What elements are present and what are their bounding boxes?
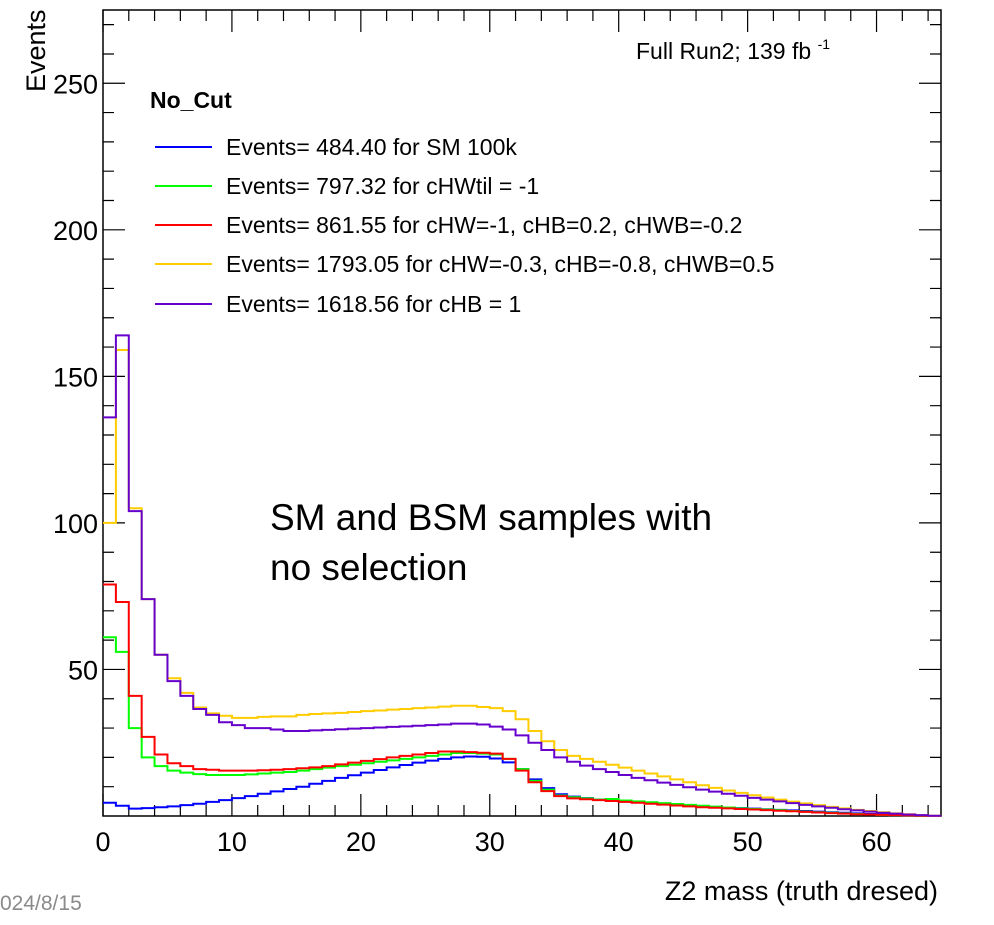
y-tick-label: 50 — [68, 655, 98, 685]
x-tick-label: 0 — [95, 827, 110, 857]
series-line-3 — [103, 583, 941, 817]
y-tick-label: 250 — [53, 69, 98, 99]
run-label: Full Run2; 139 fb -1 — [636, 36, 830, 64]
axis-ticks — [102, 10, 941, 816]
x-tick-label: 50 — [733, 827, 763, 857]
legend: Events= 484.40 for SM 100k Events= 797.32… — [155, 134, 774, 317]
series-line-2 — [103, 636, 941, 817]
legend-title: No_Cut — [150, 87, 232, 113]
annotation-line-2: no selection — [270, 547, 467, 588]
x-axis-title: Z2 mass (truth dresed) — [665, 876, 938, 906]
x-tick-label: 30 — [475, 827, 505, 857]
series-line-4 — [103, 348, 941, 817]
x-tick-label: 40 — [604, 827, 634, 857]
legend-label: Events= 797.32 for cHWtil = -1 — [226, 173, 539, 199]
run-label-superscript: -1 — [818, 36, 831, 52]
y-tick-label: 150 — [53, 362, 98, 392]
series-line-5 — [103, 334, 941, 817]
series-layer — [103, 334, 941, 817]
y-tick-label: 200 — [53, 216, 98, 246]
x-tick-label: 10 — [217, 827, 247, 857]
legend-label: Events= 1793.05 for cHW=-0.3, cHB=-0.8, … — [226, 251, 774, 277]
footer-date: 024/8/15 — [0, 892, 82, 915]
y-tick-label: 100 — [53, 509, 98, 539]
legend-label: Events= 861.55 for cHW=-1, cHB=0.2, cHWB… — [226, 212, 742, 238]
y-axis-title: Events — [21, 9, 51, 92]
x-tick-label: 60 — [862, 827, 892, 857]
tick-labels: 0 10 20 30 40 50 60 50 100 150 200 250 — [53, 69, 892, 857]
plot-frame — [102, 9, 942, 817]
legend-label: Events= 1618.56 for cHB = 1 — [226, 291, 521, 317]
run-label-text: Full Run2; 139 fb — [636, 38, 811, 64]
x-tick-label: 20 — [346, 827, 376, 857]
legend-label: Events= 484.40 for SM 100k — [226, 134, 517, 160]
annotation-line-1: SM and BSM samples with — [270, 497, 712, 538]
tick-marks — [102, 10, 941, 816]
